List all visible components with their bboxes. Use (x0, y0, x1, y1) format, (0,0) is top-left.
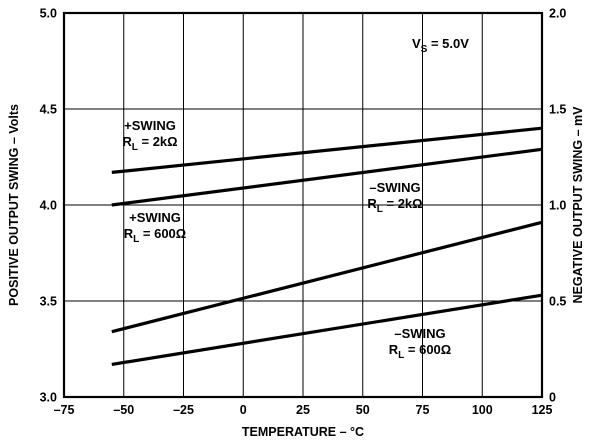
condition-subscript: S (421, 44, 428, 55)
series-line-1 (111, 147, 543, 207)
x-tick-label: 100 (472, 403, 493, 417)
annotation-rest: = 600Ω (404, 342, 451, 357)
grid-lines (64, 13, 542, 397)
annotation-main: R (389, 342, 399, 357)
series-line-3 (111, 293, 543, 366)
annotation-subscript: L (377, 204, 383, 215)
annotation-line2: RL = 600Ω (124, 226, 186, 245)
y-right-tick-label: 0.5 (549, 295, 566, 309)
y-left-tick-label: 3.5 (40, 295, 57, 309)
x-axis-label: TEMPERATURE – °C (242, 425, 364, 439)
y-right-tick-labels: 0 0.5 1.0 1.5 2.0 (549, 7, 566, 405)
x-tick-label: –75 (54, 403, 75, 417)
condition-main: V (412, 36, 421, 51)
y-right-tick-label: 0 (549, 391, 556, 405)
y-left-axis-label: POSITIVE OUTPUT SWING – Volts (7, 104, 21, 306)
annotation-rest: = 2kΩ (138, 134, 178, 149)
y-left-tick-label: 3.0 (40, 391, 57, 405)
annotation-pos-swing-600: +SWING RL = 600Ω (124, 210, 186, 245)
x-tick-label: 75 (416, 403, 430, 417)
y-left-tick-labels: 3.0 3.5 4.0 4.5 5.0 (40, 7, 57, 405)
x-tick-label: 25 (296, 403, 310, 417)
y-left-tick-label: 4.5 (40, 103, 57, 117)
annotation-line2: RL = 600Ω (389, 342, 451, 361)
annotation-pos-swing-2k: +SWING RL = 2kΩ (122, 118, 177, 153)
annotation-main: R (124, 226, 134, 241)
x-tick-label: –50 (113, 403, 134, 417)
x-tick-label: 0 (240, 403, 247, 417)
annotation-main: R (122, 134, 132, 149)
annotation-line2: RL = 2kΩ (367, 196, 422, 215)
series-line-2 (111, 220, 543, 334)
supply-voltage-condition: VS = 5.0V (412, 36, 469, 55)
annotation-subscript: L (398, 350, 404, 361)
annotation-subscript: L (132, 142, 138, 153)
x-tick-labels: –75 –50 –25 0 25 50 75 100 125 (54, 403, 553, 417)
x-tick-label: 125 (532, 403, 553, 417)
annotation-neg-swing-2k: –SWING RL = 2kΩ (367, 180, 422, 215)
y-right-axis-label: NEGATIVE OUTPUT SWING – mV (571, 106, 585, 304)
annotation-line1: +SWING (129, 210, 181, 225)
annotation-main: R (367, 196, 377, 211)
annotation-line2: RL = 2kΩ (122, 134, 177, 153)
series-lines (111, 126, 543, 366)
annotation-rest: = 600Ω (139, 226, 186, 241)
plot-frame (62, 11, 544, 399)
y-right-tick-label: 1.5 (549, 103, 566, 117)
x-tick-label: 50 (356, 403, 370, 417)
condition-rest: = 5.0V (427, 36, 469, 51)
annotation-line1: –SWING (369, 180, 420, 195)
y-left-tick-label: 5.0 (40, 7, 57, 21)
y-right-tick-label: 1.0 (549, 199, 566, 213)
annotation-neg-swing-600: –SWING RL = 600Ω (389, 326, 451, 361)
annotation-line1: –SWING (394, 326, 445, 341)
x-tick-label: –25 (173, 403, 194, 417)
series-line-0 (111, 126, 543, 174)
y-left-tick-label: 4.0 (40, 199, 57, 213)
annotation-rest: = 2kΩ (383, 196, 423, 211)
annotation-subscript: L (133, 234, 139, 245)
annotation-line1: +SWING (124, 118, 176, 133)
y-right-tick-label: 2.0 (549, 7, 566, 21)
